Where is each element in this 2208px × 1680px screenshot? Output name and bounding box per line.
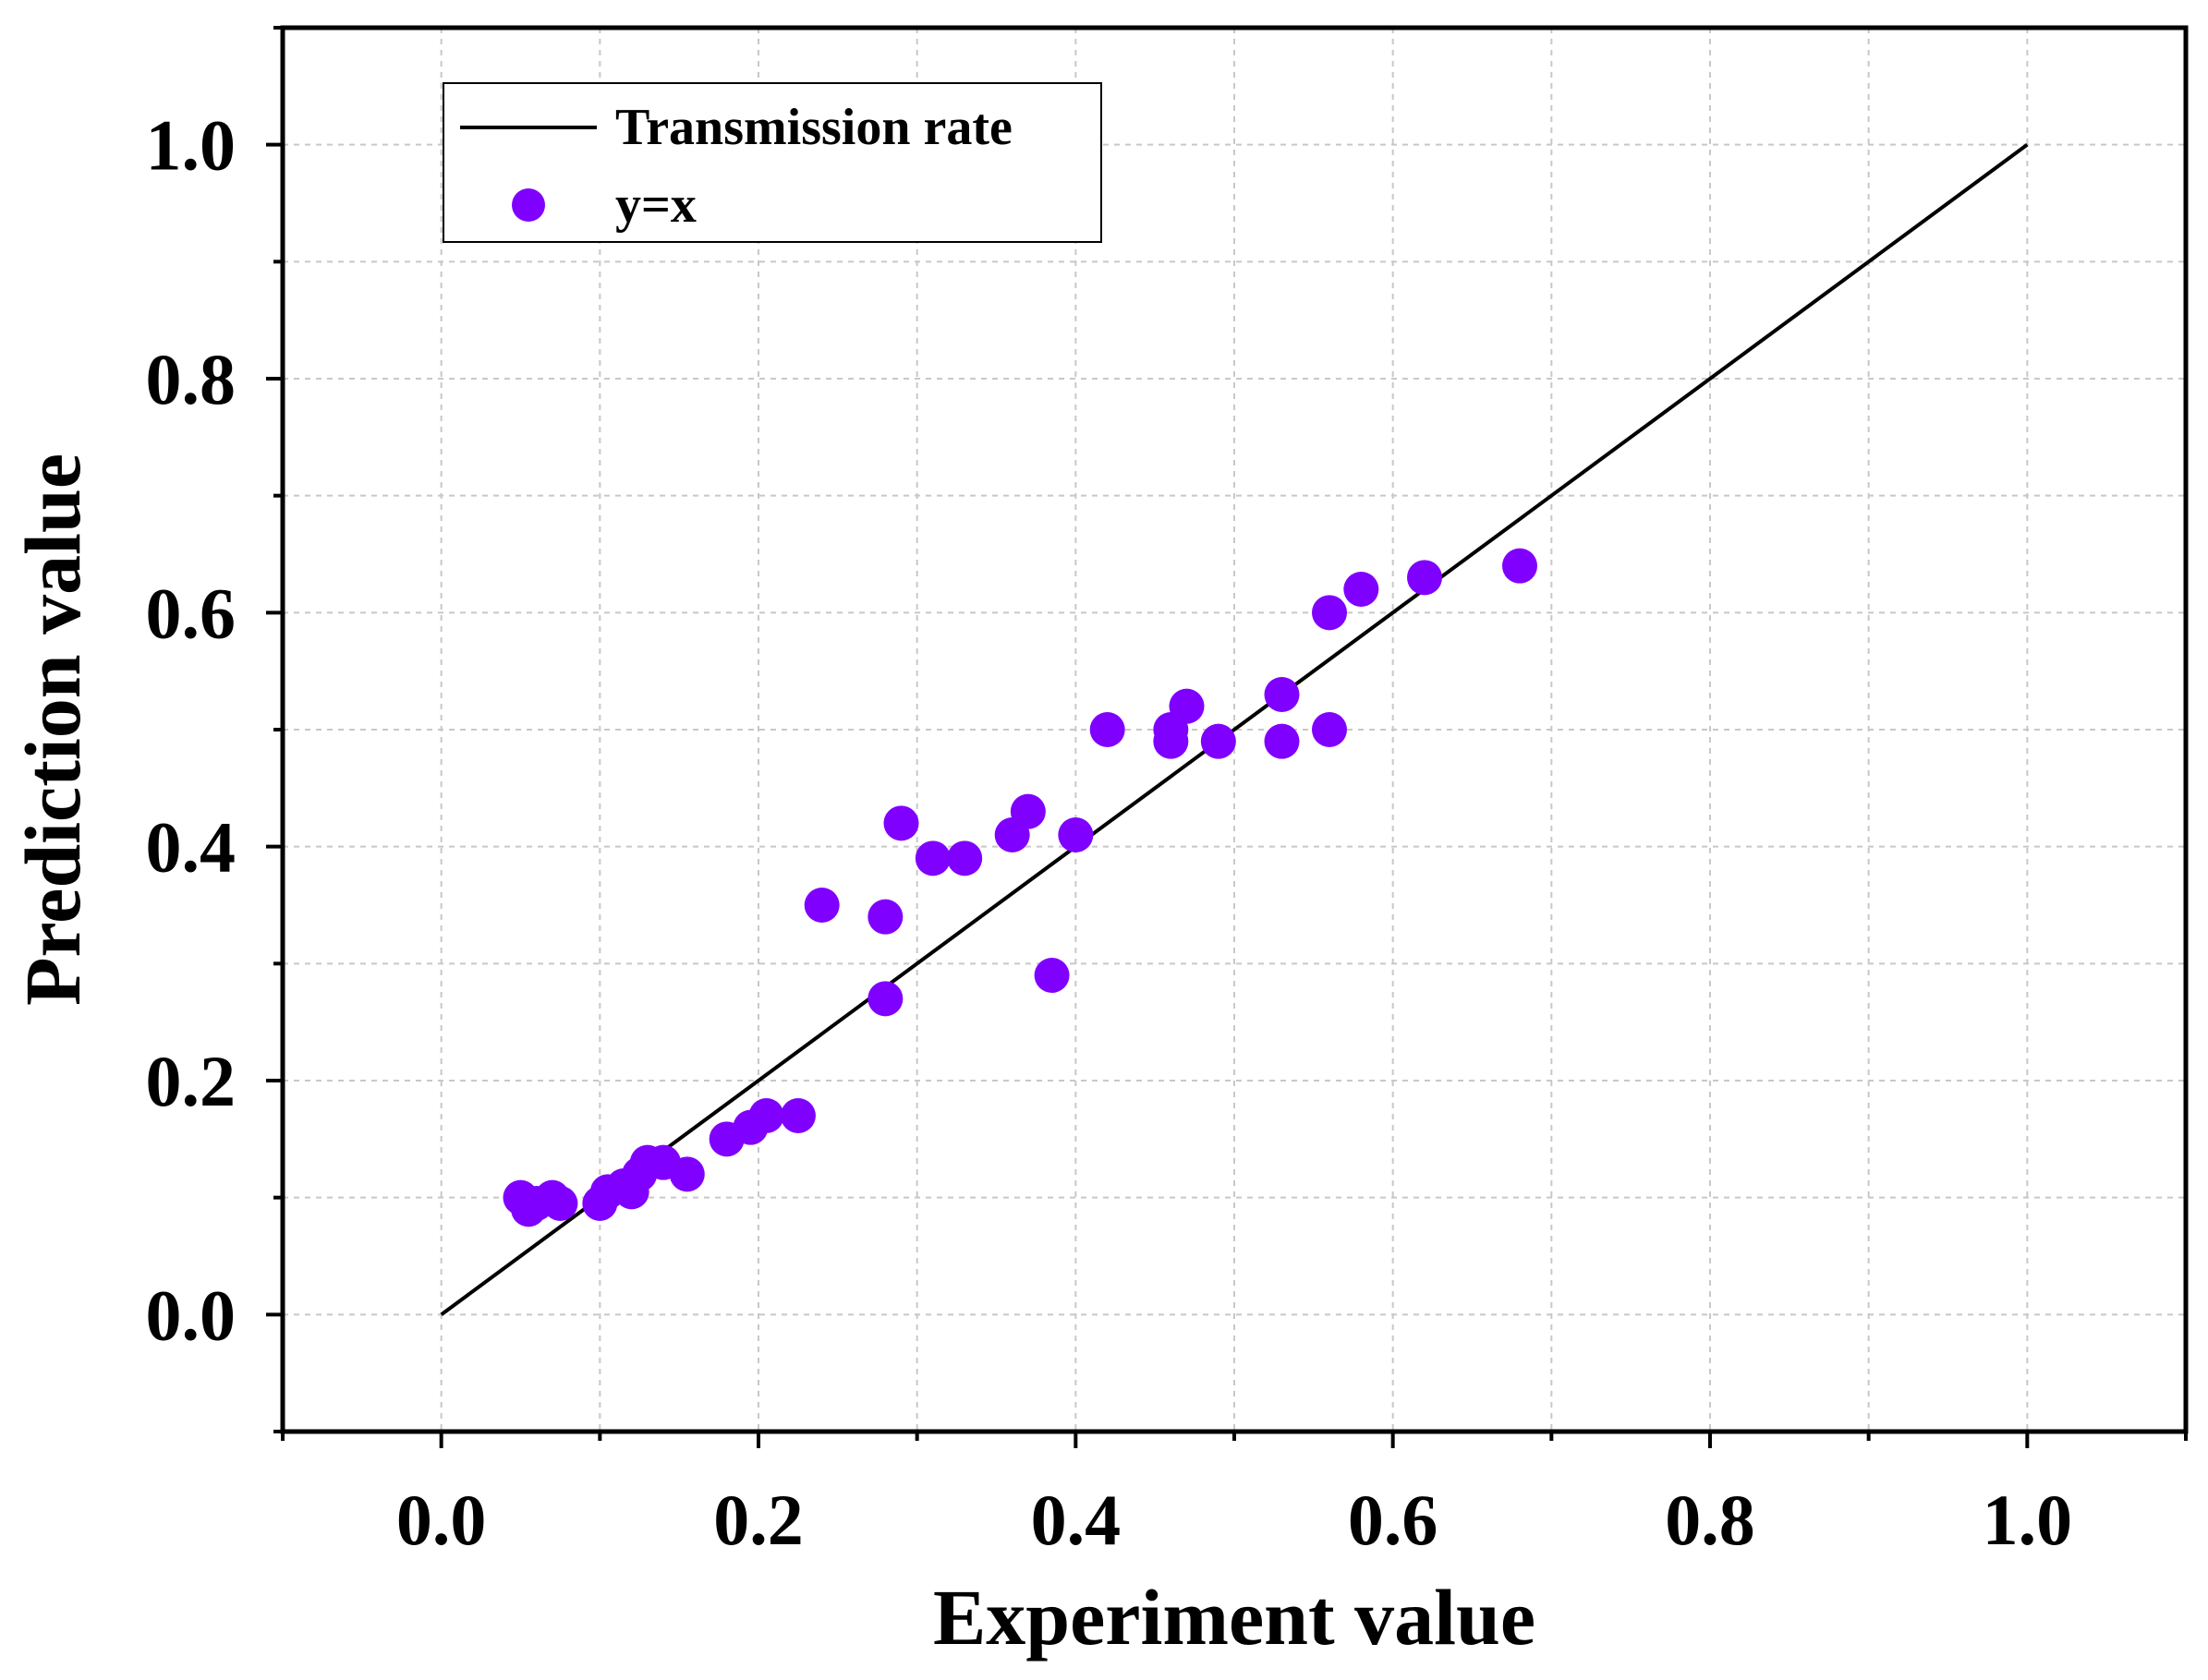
x-tick-labels: 0.0 0.2 0.4 0.6 0.8 1.0: [396, 1480, 2072, 1560]
scatter-series: [503, 548, 1537, 1227]
y-tick-labels: 0.0 0.2 0.4 0.6 0.8 1.0: [146, 105, 237, 1356]
data-point: [1312, 595, 1347, 631]
data-point: [1502, 548, 1537, 584]
data-point: [1264, 723, 1300, 759]
data-point: [915, 840, 951, 876]
transmission-rate-line: [440, 143, 2029, 1316]
y-tick-label: 1.0: [146, 105, 237, 186]
data-point: [1010, 793, 1046, 829]
data-point: [748, 1098, 784, 1133]
legend-marker-swatch: [512, 188, 545, 222]
legend-label-scatter: y=x: [615, 176, 697, 234]
data-point: [947, 840, 983, 876]
x-tick-label: 0.4: [1031, 1480, 1122, 1560]
data-point: [1407, 560, 1442, 596]
y-tick-label: 0.2: [146, 1041, 237, 1121]
data-point: [669, 1156, 705, 1192]
data-point: [1312, 712, 1347, 747]
x-tick-label: 0.8: [1665, 1480, 1755, 1560]
data-point: [780, 1098, 816, 1133]
x-tick-label: 1.0: [1983, 1480, 2073, 1560]
data-point: [542, 1186, 578, 1221]
data-point: [1264, 677, 1300, 712]
data-point: [867, 981, 904, 1017]
data-point: [1200, 723, 1236, 759]
y-tick-label: 0.6: [146, 573, 237, 653]
x-tick-label: 0.0: [396, 1480, 487, 1560]
y-tick-label: 0.4: [146, 807, 237, 888]
x-tick-label: 0.2: [713, 1480, 804, 1560]
x-axis-title: Experiment value: [933, 1573, 1535, 1662]
legend: Transmission rate y=x: [443, 82, 1102, 243]
x-tick-label: 0.6: [1348, 1480, 1438, 1560]
data-point: [1089, 712, 1125, 747]
y-tick-label: 0.8: [146, 339, 237, 419]
axis-ticks: [266, 26, 2188, 1448]
data-point: [1343, 572, 1379, 607]
data-point: [1034, 958, 1070, 993]
data-point: [1058, 817, 1094, 852]
legend-label-line: Transmission rate: [615, 99, 1013, 156]
y-tick-label: 0.0: [146, 1275, 237, 1355]
data-point: [883, 805, 919, 841]
legend-box: [443, 82, 1102, 243]
data-point: [867, 899, 904, 935]
data-point: [804, 888, 840, 923]
data-point: [1153, 723, 1189, 759]
y-axis-title: Prediction value: [8, 453, 97, 1006]
line-series: [440, 143, 2029, 1316]
data-point: [1169, 688, 1205, 724]
